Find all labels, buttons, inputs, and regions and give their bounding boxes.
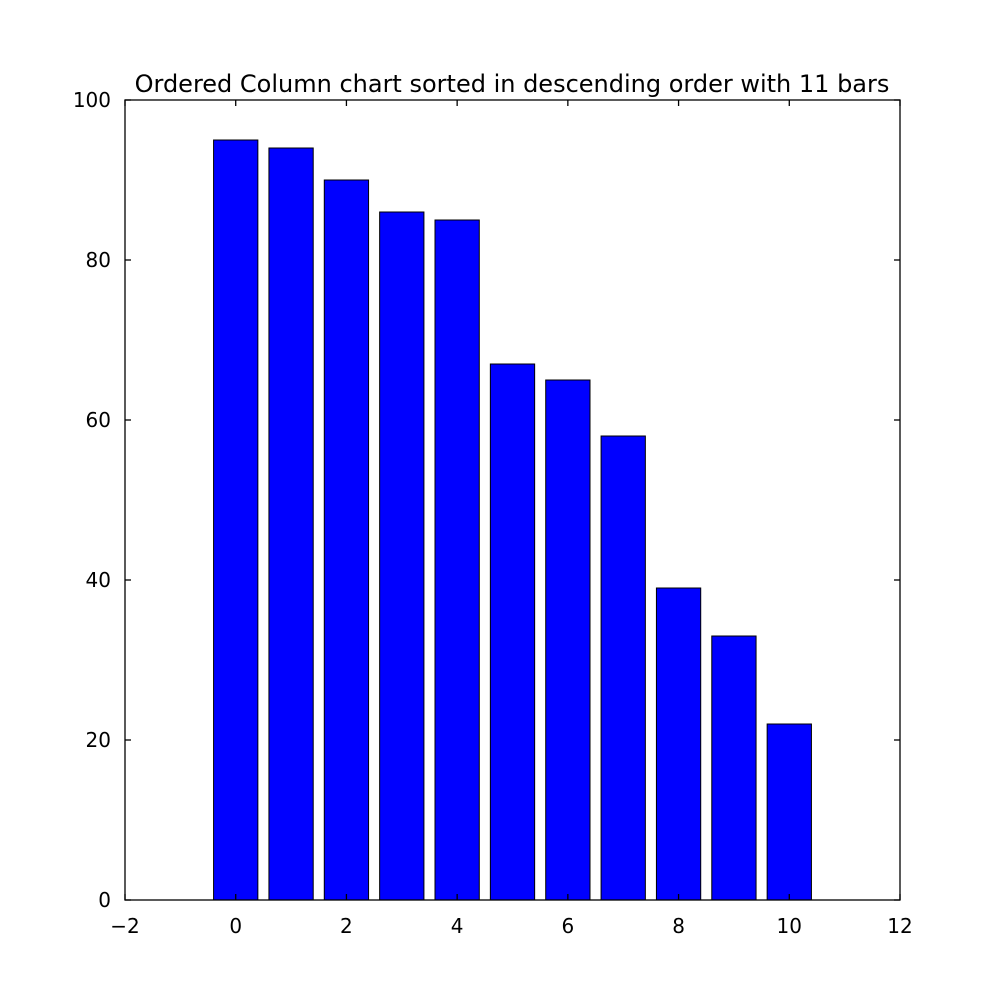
x-tick-label: 8: [672, 914, 685, 938]
x-tick-label: 4: [451, 914, 464, 938]
bar-1: [268, 147, 314, 901]
y-tick-label: 20: [86, 728, 111, 752]
y-tick-label: 60: [86, 408, 111, 432]
bar-2: [323, 179, 370, 901]
plot-frame: [124, 99, 901, 901]
y-tick-label: 80: [86, 248, 111, 272]
bar-0: [213, 139, 259, 901]
bar-7: [600, 435, 646, 901]
bar-4: [434, 219, 480, 901]
x-tick-label: 6: [561, 914, 574, 938]
y-tick-label: 100: [73, 88, 111, 112]
y-tick-label: 0: [98, 888, 111, 912]
bar-5: [489, 363, 536, 901]
y-tick-label: 40: [86, 568, 111, 592]
bar-6: [545, 379, 591, 901]
bar-8: [655, 587, 702, 901]
x-tick-label: 2: [340, 914, 353, 938]
x-tick-label: 10: [777, 914, 802, 938]
x-tick-label: 0: [229, 914, 242, 938]
bar-3: [379, 211, 425, 901]
chart-title: Ordered Column chart sorted in descendin…: [135, 70, 890, 98]
bars-layer: [213, 139, 812, 901]
x-tick-label: 12: [887, 914, 912, 938]
bar-10: [766, 723, 812, 901]
bar-9: [711, 635, 757, 901]
x-tick-label: −2: [110, 914, 139, 938]
